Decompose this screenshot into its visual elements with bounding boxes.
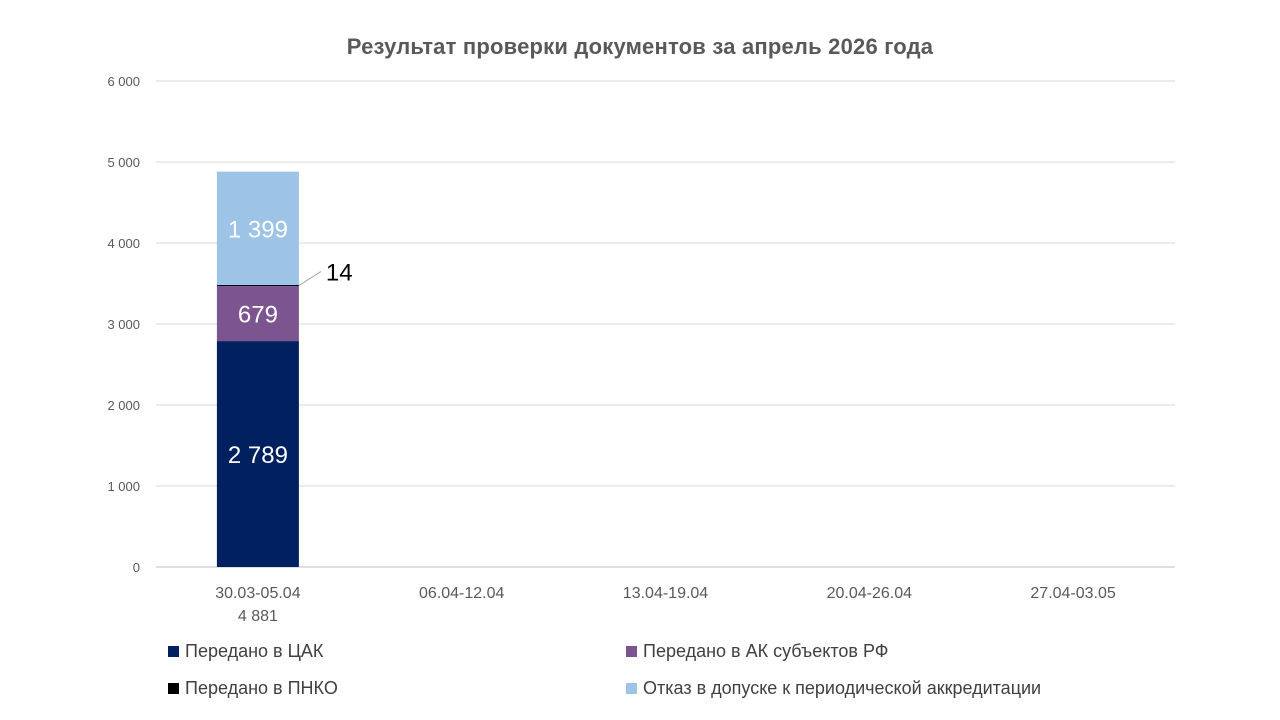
x-tick-label: 20.04-26.04: [827, 585, 913, 602]
data-label: 679: [238, 302, 278, 329]
x-tick-label: 27.04-03.05: [1030, 585, 1116, 602]
y-tick-label: 2 000: [107, 398, 140, 413]
data-label: 1 399: [228, 216, 288, 243]
y-tick-label: 4 000: [107, 236, 140, 251]
y-tick-label: 1 000: [107, 479, 140, 494]
y-tick-label: 5 000: [107, 155, 140, 170]
y-tick-label: 0: [133, 560, 140, 575]
data-label: 14: [326, 260, 353, 287]
bar-segment: [216, 341, 299, 567]
bar-segment: [216, 286, 299, 342]
y-tick-label: 6 000: [107, 74, 140, 89]
x-tick-label: 06.04-12.04: [419, 585, 505, 602]
data-label: 2 789: [228, 442, 288, 469]
bar-segment: [216, 284, 299, 287]
chart-title: Результат проверки документов за апрель …: [346, 34, 934, 59]
x-tick-label: 30.03-05.04: [215, 585, 301, 602]
x-tick-label: 13.04-19.04: [623, 585, 709, 602]
bar-segment: [216, 171, 299, 285]
leader-line: [298, 271, 322, 286]
y-tick-label: 3 000: [107, 317, 140, 332]
category-total-label: 4 881: [238, 608, 278, 625]
